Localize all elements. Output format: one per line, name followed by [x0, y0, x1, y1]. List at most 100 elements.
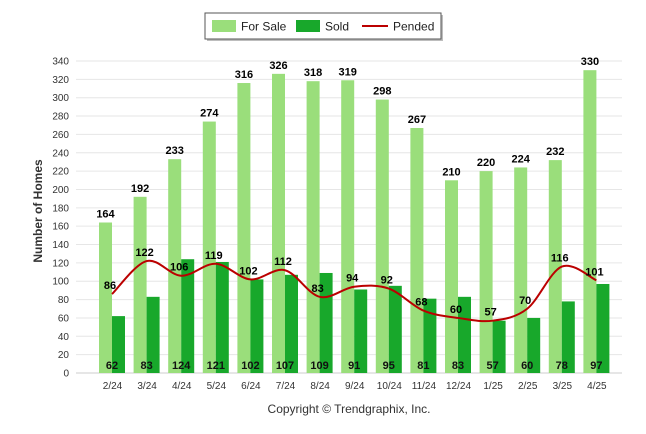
for-sale-value-label: 298: [373, 86, 391, 98]
legend-swatch: [296, 20, 320, 32]
for-sale-value-label: 316: [235, 69, 253, 81]
legend-item-for-sale[interactable]: For Sale: [212, 20, 287, 34]
y-tick-label: 100: [52, 277, 69, 288]
sold-value-label: 102: [241, 360, 259, 372]
pended-value-label: 101: [585, 266, 603, 278]
for-sale-value-label: 224: [512, 153, 531, 165]
x-tick-label: 11/24: [412, 381, 437, 392]
sold-bar: [215, 261, 229, 373]
pended-value-label: 86: [104, 280, 116, 292]
y-tick-label: 240: [52, 148, 69, 159]
sold-bar: [596, 283, 610, 373]
sold-value-label: 83: [140, 360, 152, 372]
y-tick-label: 60: [58, 313, 70, 324]
y-tick-label: 120: [52, 258, 69, 269]
sold-bar: [354, 289, 368, 373]
pended-value-label: 122: [135, 247, 153, 259]
for-sale-bar: [410, 127, 424, 373]
sold-value-label: 78: [556, 360, 568, 372]
for-sale-value-label: 220: [477, 157, 495, 169]
pended-line: [111, 259, 597, 323]
for-sale-value-label: 319: [339, 66, 357, 78]
x-tick-label: 9/24: [345, 381, 365, 392]
for-sale-bar: [272, 73, 285, 374]
x-tick-label: 2/25: [518, 381, 538, 392]
for-sale-value-label: 192: [131, 183, 149, 195]
legend-item-sold[interactable]: Sold: [296, 20, 349, 34]
pended-value-label: 60: [450, 304, 462, 316]
for-sale-bar: [479, 171, 493, 373]
for-sale-bar: [445, 180, 458, 373]
for-sale-bar: [237, 83, 251, 373]
y-tick-label: 220: [52, 167, 69, 178]
pended-value-label: 119: [205, 250, 223, 262]
pended-value-label: 106: [170, 262, 188, 274]
x-tick-label: 5/24: [207, 381, 227, 392]
sold-value-label: 124: [172, 360, 191, 372]
y-tick-label: 320: [52, 75, 69, 86]
pended-value-label: 68: [415, 297, 427, 309]
x-tick-label: 6/24: [241, 381, 261, 392]
x-tick-label: 1/25: [483, 381, 503, 392]
for-sale-bar: [583, 70, 597, 374]
data-labels: 164 62 86 192 83 122 233 124 106 274 121 119 316 102 1…: [96, 56, 603, 372]
y-tick-label: 20: [58, 350, 70, 361]
bars: [99, 70, 610, 374]
for-sale-value-label: 164: [96, 209, 115, 221]
legend-item-pended[interactable]: Pended: [362, 20, 434, 34]
sold-bar: [181, 259, 195, 373]
sold-bar: [423, 298, 437, 373]
for-sale-value-label: 326: [269, 60, 287, 72]
for-sale-value-label: 232: [546, 146, 564, 158]
x-tick-label: 3/25: [553, 381, 573, 392]
for-sale-bar: [133, 196, 147, 373]
for-sale-bar: [514, 167, 528, 373]
x-tick-label: 4/25: [587, 381, 607, 392]
y-tick-label: 280: [52, 112, 69, 123]
sold-bar: [458, 296, 471, 373]
sold-bar: [388, 285, 402, 373]
legend-swatch: [212, 20, 236, 32]
pended-value-label: 83: [311, 283, 323, 295]
pended-value-label: 102: [239, 265, 257, 277]
sold-value-label: 57: [486, 360, 498, 372]
sold-bar: [561, 301, 575, 373]
pended-value-label: 94: [346, 273, 359, 285]
for-sale-value-label: 274: [200, 108, 219, 120]
sold-bar: [285, 274, 298, 373]
legend-label: Sold: [325, 20, 349, 34]
pended-value-label: 92: [381, 275, 393, 287]
for-sale-bar: [99, 222, 112, 373]
for-sale-bar: [548, 160, 562, 373]
legend: For Sale Sold Pended: [204, 12, 443, 41]
y-tick-label: 160: [52, 222, 69, 233]
for-sale-value-label: 267: [408, 114, 426, 126]
y-tick-label: 40: [58, 332, 70, 343]
for-sale-bar: [306, 81, 320, 373]
y-tick-label: 340: [52, 57, 69, 68]
sold-bar: [492, 320, 506, 373]
sold-value-label: 121: [207, 360, 225, 372]
pended-value-label: 70: [519, 295, 531, 307]
x-tick-label: 10/24: [377, 381, 402, 392]
x-tick-label: 4/24: [172, 381, 192, 392]
sold-value-label: 95: [383, 360, 395, 372]
pended-value-label: 116: [551, 253, 569, 265]
y-axis-label: Number of Homes: [31, 159, 45, 263]
for-sale-value-label: 330: [581, 56, 599, 68]
y-tick-label: 0: [63, 369, 69, 380]
sold-value-label: 62: [106, 360, 118, 372]
x-tick-label: 3/24: [137, 381, 157, 392]
pended-value-label: 57: [484, 307, 496, 319]
legend-label: For Sale: [241, 20, 287, 34]
x-tick-label: 2/24: [103, 381, 123, 392]
for-sale-bar: [202, 121, 216, 374]
for-sale-value-label: 318: [304, 67, 322, 79]
sold-bar: [146, 296, 160, 373]
x-tick-label: 7/24: [276, 381, 296, 392]
y-tick-label: 200: [52, 185, 69, 196]
sold-value-label: 81: [417, 360, 429, 372]
sold-value-label: 107: [276, 360, 294, 372]
x-tick-label: 12/24: [446, 381, 471, 392]
